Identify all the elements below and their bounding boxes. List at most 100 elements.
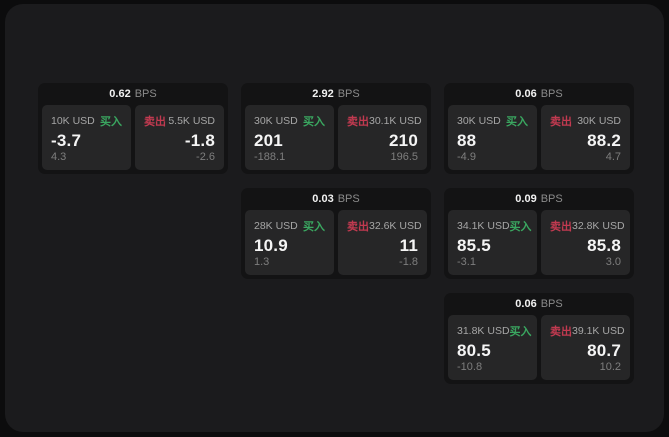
quote-panels: 30K USD 买入 201 -188.1 卖出 30.1K USD 210 1… <box>241 105 431 174</box>
buy-size-label: 30K USD <box>254 115 298 127</box>
sell-price: 85.8 <box>587 236 621 255</box>
sell-price: 80.7 <box>587 341 621 360</box>
sell-secondary-value: -1.8 <box>399 256 418 269</box>
spread-unit-label: BPS <box>134 88 157 100</box>
sell-quote-tile[interactable]: 卖出 32.6K USD 11 -1.8 <box>338 210 427 276</box>
sell-quote-tile[interactable]: 卖出 30K USD 88.2 4.7 <box>541 105 630 171</box>
spread-value: 0.06 <box>515 298 537 310</box>
buy-tile-top-row: 31.8K USD 买入 <box>457 323 532 339</box>
quote-panels: 10K USD 买入 -3.7 4.3 卖出 5.5K USD -1.8 -2.… <box>38 105 228 174</box>
spread-value: 2.92 <box>312 88 334 100</box>
spread-unit-label: BPS <box>540 298 563 310</box>
sell-tile-top-row: 卖出 30K USD <box>550 113 621 129</box>
buy-quote-tile[interactable]: 30K USD 买入 201 -188.1 <box>245 105 334 171</box>
sell-size-label: 30.1K USD <box>369 115 422 127</box>
buy-secondary-value: 1.3 <box>254 256 270 269</box>
spread-header: 0.03 BPS <box>241 188 431 210</box>
buy-size-label: 31.8K USD <box>457 325 510 337</box>
sell-side-label: 卖出 <box>550 326 572 338</box>
spread-unit-label: BPS <box>337 88 360 100</box>
buy-side-label: 买入 <box>303 116 325 128</box>
quote-panels: 31.8K USD 买入 80.5 -10.8 卖出 39.1K USD 80.… <box>444 315 634 384</box>
sell-size-label: 32.6K USD <box>369 220 422 232</box>
spread-value: 0.03 <box>312 193 334 205</box>
sell-price: 11 <box>399 236 418 255</box>
sell-side-label: 卖出 <box>550 116 572 128</box>
sell-size-label: 5.5K USD <box>168 115 215 127</box>
buy-side-label: 买入 <box>509 326 532 338</box>
buy-price: 85.5 <box>457 236 491 255</box>
sell-tile-top-row: 卖出 5.5K USD <box>144 113 215 129</box>
sell-side-label: 卖出 <box>347 116 369 128</box>
sell-tile-top-row: 卖出 32.8K USD <box>550 218 625 234</box>
buy-side-label: 买入 <box>506 116 528 128</box>
quote-panels: 30K USD 买入 88 -4.9 卖出 30K USD 88.2 4.7 <box>444 105 634 174</box>
quote-card: 0.03 BPS 28K USD 买入 10.9 1.3 卖出 32.6K US… <box>241 188 431 279</box>
sell-side-label: 卖出 <box>347 221 369 233</box>
sell-tile-top-row: 卖出 39.1K USD <box>550 323 625 339</box>
buy-secondary-value: -3.1 <box>457 256 476 269</box>
buy-quote-tile[interactable]: 10K USD 买入 -3.7 4.3 <box>42 105 131 171</box>
buy-secondary-value: -10.8 <box>457 361 483 374</box>
quote-card: 0.06 BPS 30K USD 买入 88 -4.9 卖出 30K USD 8… <box>444 83 634 174</box>
spread-header: 0.06 BPS <box>444 83 634 105</box>
spread-header: 0.62 BPS <box>38 83 228 105</box>
sell-quote-tile[interactable]: 卖出 32.8K USD 85.8 3.0 <box>541 210 630 276</box>
buy-quote-tile[interactable]: 31.8K USD 买入 80.5 -10.8 <box>448 315 537 381</box>
buy-side-label: 买入 <box>509 221 532 233</box>
sell-secondary-value: 196.5 <box>390 151 418 164</box>
buy-quote-tile[interactable]: 30K USD 买入 88 -4.9 <box>448 105 537 171</box>
sell-size-label: 32.8K USD <box>572 220 625 232</box>
sell-secondary-value: 10.2 <box>599 361 621 374</box>
buy-price: -3.7 <box>51 131 82 150</box>
sell-quote-tile[interactable]: 卖出 39.1K USD 80.7 10.2 <box>541 315 630 381</box>
buy-size-label: 10K USD <box>51 115 95 127</box>
sell-quote-tile[interactable]: 卖出 30.1K USD 210 196.5 <box>338 105 427 171</box>
sell-price: 88.2 <box>587 131 621 150</box>
sell-secondary-value: -2.6 <box>196 151 215 164</box>
quote-card: 0.09 BPS 34.1K USD 买入 85.5 -3.1 卖出 32.8K… <box>444 188 634 279</box>
buy-price: 88 <box>457 131 477 150</box>
spread-header: 0.06 BPS <box>444 293 634 315</box>
buy-size-label: 34.1K USD <box>457 220 510 232</box>
sell-size-label: 30K USD <box>577 115 621 127</box>
buy-tile-top-row: 10K USD 买入 <box>51 113 122 129</box>
buy-side-label: 买入 <box>303 221 325 233</box>
buy-tile-top-row: 28K USD 买入 <box>254 218 325 234</box>
buy-tile-top-row: 30K USD 买入 <box>254 113 325 129</box>
spread-value: 0.09 <box>515 193 537 205</box>
sell-side-label: 卖出 <box>144 116 166 128</box>
sell-tile-top-row: 卖出 30.1K USD <box>347 113 422 129</box>
spread-value: 0.06 <box>515 88 537 100</box>
sell-price: -1.8 <box>184 131 215 150</box>
spread-unit-label: BPS <box>540 193 563 205</box>
spread-value: 0.62 <box>109 88 131 100</box>
sell-tile-top-row: 卖出 32.6K USD <box>347 218 422 234</box>
buy-quote-tile[interactable]: 28K USD 买入 10.9 1.3 <box>245 210 334 276</box>
quote-panels: 28K USD 买入 10.9 1.3 卖出 32.6K USD 11 -1.8 <box>241 210 431 279</box>
spread-unit-label: BPS <box>337 193 360 205</box>
quotes-grid: 0.62 BPS 10K USD 买入 -3.7 4.3 卖出 5.5K USD… <box>38 83 634 384</box>
spread-header: 2.92 BPS <box>241 83 431 105</box>
sell-secondary-value: 4.7 <box>605 151 621 164</box>
sell-side-label: 卖出 <box>550 221 572 233</box>
buy-price: 10.9 <box>254 236 288 255</box>
sell-size-label: 39.1K USD <box>572 325 625 337</box>
quote-panels: 34.1K USD 买入 85.5 -3.1 卖出 32.8K USD 85.8… <box>444 210 634 279</box>
buy-price: 201 <box>254 131 283 150</box>
quote-card: 2.92 BPS 30K USD 买入 201 -188.1 卖出 30.1K … <box>241 83 431 174</box>
buy-quote-tile[interactable]: 34.1K USD 买入 85.5 -3.1 <box>448 210 537 276</box>
buy-secondary-value: -188.1 <box>254 151 286 164</box>
buy-size-label: 30K USD <box>457 115 501 127</box>
buy-tile-top-row: 34.1K USD 买入 <box>457 218 532 234</box>
buy-side-label: 买入 <box>100 116 122 128</box>
quotes-board: 0.62 BPS 10K USD 买入 -3.7 4.3 卖出 5.5K USD… <box>5 4 664 432</box>
buy-size-label: 28K USD <box>254 220 298 232</box>
quote-card: 0.62 BPS 10K USD 买入 -3.7 4.3 卖出 5.5K USD… <box>38 83 228 174</box>
spread-unit-label: BPS <box>540 88 563 100</box>
sell-quote-tile[interactable]: 卖出 5.5K USD -1.8 -2.6 <box>135 105 224 171</box>
buy-secondary-value: -4.9 <box>457 151 476 164</box>
sell-secondary-value: 3.0 <box>605 256 621 269</box>
buy-secondary-value: 4.3 <box>51 151 67 164</box>
